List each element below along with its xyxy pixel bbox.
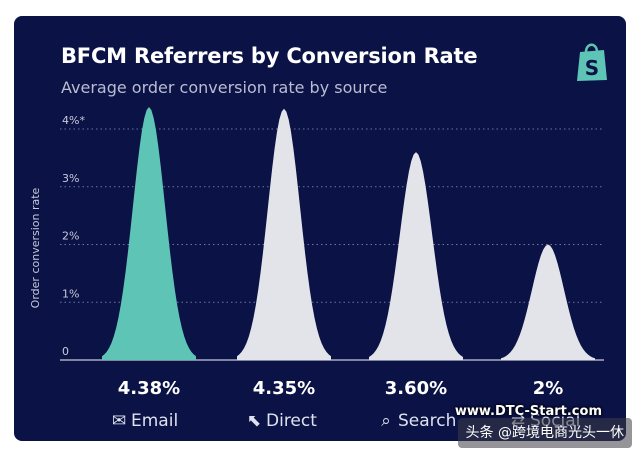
chart-card: BFCM Referrers by Conversion Rate Averag… bbox=[14, 16, 626, 441]
peak-email bbox=[102, 107, 196, 360]
y-tick-label: 2% bbox=[62, 230, 79, 243]
logo-bag-shape bbox=[577, 50, 607, 81]
category-label-search: Search bbox=[398, 411, 456, 431]
y-tick-label: 3% bbox=[62, 172, 79, 185]
cursor-icon: ⬉ bbox=[247, 411, 261, 431]
shopify-bag-icon: S bbox=[577, 43, 607, 81]
chart-peaks bbox=[102, 107, 595, 360]
y-axis-label: Order conversion rate bbox=[29, 187, 42, 308]
chart-title: BFCM Referrers by Conversion Rate bbox=[61, 44, 478, 68]
y-tick-label: 1% bbox=[62, 287, 79, 300]
logo-letter: S bbox=[585, 56, 599, 80]
value-label-social: 2% bbox=[533, 378, 564, 399]
y-axis: 0 1% 2% 3% 4%* bbox=[62, 114, 85, 358]
envelope-icon: ✉ bbox=[112, 411, 126, 431]
value-labels: 4.38% 4.35% 3.60% 2% bbox=[118, 378, 564, 399]
value-label-direct: 4.35% bbox=[253, 378, 315, 399]
category-label-direct: Direct bbox=[266, 411, 317, 431]
magnifier-icon: ⌕ bbox=[381, 411, 391, 431]
y-tick-label: 0 bbox=[62, 345, 69, 358]
peak-direct bbox=[237, 108, 331, 360]
chart-subtitle: Average order conversion rate by source bbox=[61, 78, 388, 97]
chart-plot: 01%2%3%4%* Order conversion rate 4.38% 4.… bbox=[29, 107, 604, 431]
peak-search bbox=[369, 152, 463, 360]
y-tick-label: 4%* bbox=[62, 114, 85, 127]
value-label-search: 3.60% bbox=[385, 378, 447, 399]
watermark-text: www.DTC-Start.com bbox=[454, 404, 602, 419]
source-caption: 头条 @跨境电商光头一休 bbox=[457, 418, 632, 448]
value-label-email: 4.38% bbox=[118, 378, 180, 399]
category-label-email: Email bbox=[131, 411, 178, 431]
logo-bag-handle bbox=[584, 43, 599, 53]
peak-social bbox=[501, 244, 595, 360]
